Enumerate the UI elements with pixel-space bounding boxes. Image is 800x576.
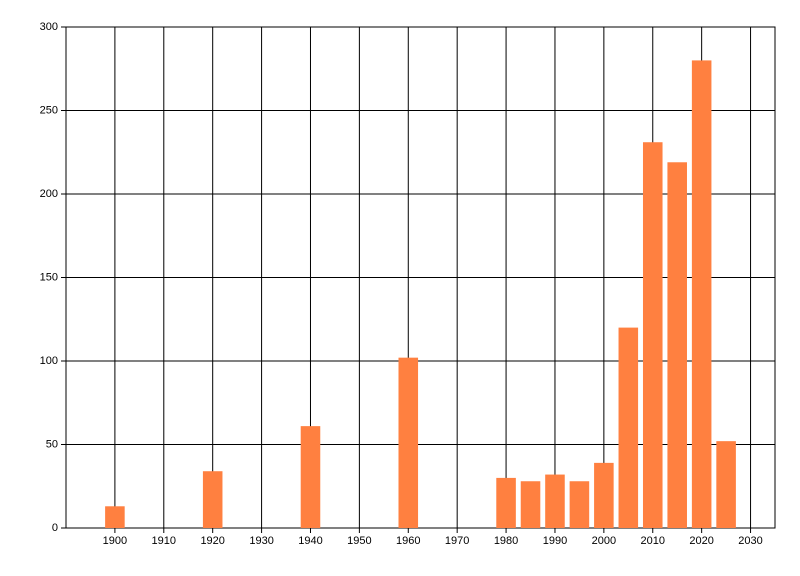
y-tick-label: 0 [52, 522, 58, 534]
x-tick-label: 2010 [641, 535, 665, 547]
bar [545, 474, 565, 528]
bar [691, 60, 712, 529]
x-tick-label: 2030 [738, 535, 762, 547]
y-tick-label: 100 [40, 355, 58, 367]
y-tick-label: 150 [40, 271, 58, 283]
y-tick-label: 300 [40, 21, 58, 33]
x-tick-label: 1970 [445, 535, 469, 547]
y-tick-label: 200 [40, 188, 58, 200]
x-tick-label: 2000 [592, 535, 616, 547]
bar [202, 471, 223, 528]
bar [398, 357, 419, 528]
bar [520, 481, 541, 528]
bar [569, 481, 590, 528]
bar [667, 162, 687, 528]
bar [716, 441, 736, 528]
x-tick-label: 1920 [200, 535, 224, 547]
bar [496, 477, 516, 528]
x-tick-label: 2020 [689, 535, 713, 547]
bar [594, 462, 614, 528]
bar [300, 426, 321, 528]
x-tick-label: 1940 [298, 535, 322, 547]
x-tick-label: 1990 [543, 535, 567, 547]
x-tick-label: 1980 [494, 535, 518, 547]
bar [618, 327, 639, 528]
x-tick-label: 1960 [396, 535, 420, 547]
x-tick-label: 1910 [152, 535, 176, 547]
x-tick-label: 1950 [347, 535, 371, 547]
x-tick-label: 1930 [249, 535, 273, 547]
y-tick-label: 250 [40, 104, 58, 116]
bar [105, 506, 125, 528]
y-tick-label: 50 [46, 438, 58, 450]
bar [642, 142, 663, 529]
x-tick-label: 1900 [103, 535, 127, 547]
